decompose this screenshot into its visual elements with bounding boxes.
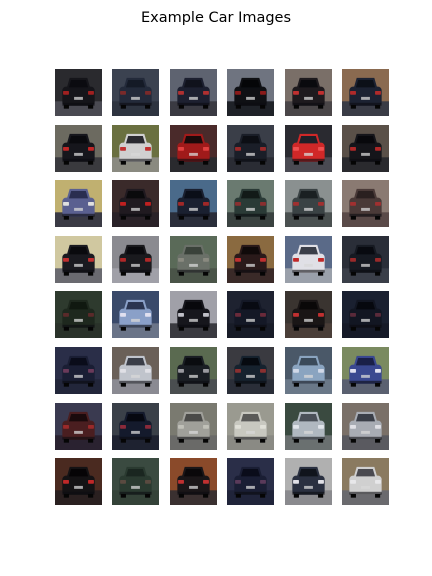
car-thumbnail bbox=[55, 347, 102, 394]
car-thumbnail bbox=[55, 69, 102, 116]
car-thumbnail bbox=[170, 347, 217, 394]
car-thumbnail bbox=[227, 347, 274, 394]
car-thumbnail bbox=[285, 347, 332, 394]
car-thumbnail bbox=[112, 347, 159, 394]
car-thumbnail bbox=[342, 180, 389, 227]
car-thumbnail bbox=[285, 236, 332, 283]
car-thumbnail bbox=[170, 125, 217, 172]
car-thumbnail bbox=[342, 347, 389, 394]
car-thumbnail bbox=[342, 236, 389, 283]
car-thumbnail bbox=[55, 291, 102, 338]
car-thumbnail bbox=[55, 125, 102, 172]
car-thumbnail bbox=[112, 125, 159, 172]
car-thumbnail bbox=[170, 458, 217, 505]
car-thumbnail bbox=[170, 69, 217, 116]
car-thumbnail bbox=[285, 291, 332, 338]
car-thumbnail bbox=[285, 458, 332, 505]
car-thumbnail bbox=[285, 125, 332, 172]
car-thumbnail bbox=[227, 69, 274, 116]
car-thumbnail bbox=[227, 403, 274, 450]
car-thumbnail bbox=[112, 236, 159, 283]
car-thumbnail bbox=[342, 403, 389, 450]
car-thumbnail bbox=[342, 125, 389, 172]
car-thumbnail bbox=[170, 403, 217, 450]
car-thumbnail bbox=[227, 291, 274, 338]
car-thumbnail bbox=[285, 69, 332, 116]
car-thumbnail bbox=[112, 291, 159, 338]
car-thumbnail bbox=[112, 403, 159, 450]
car-thumbnail bbox=[55, 180, 102, 227]
car-thumbnail bbox=[55, 458, 102, 505]
car-thumbnail bbox=[170, 291, 217, 338]
car-thumbnail bbox=[285, 180, 332, 227]
car-thumbnail bbox=[112, 458, 159, 505]
car-thumbnail bbox=[112, 69, 159, 116]
car-thumbnail bbox=[342, 458, 389, 505]
car-thumbnail bbox=[227, 125, 274, 172]
figure-title: Example Car Images bbox=[140, 10, 292, 26]
car-thumbnail bbox=[170, 236, 217, 283]
car-thumbnail bbox=[227, 458, 274, 505]
car-thumbnail bbox=[227, 180, 274, 227]
car-thumbnail bbox=[342, 291, 389, 338]
car-thumbnail bbox=[227, 236, 274, 283]
car-thumbnail bbox=[55, 403, 102, 450]
car-thumbnail bbox=[285, 403, 332, 450]
car-thumbnail bbox=[342, 69, 389, 116]
car-image-grid bbox=[55, 69, 389, 505]
car-thumbnail bbox=[170, 180, 217, 227]
car-thumbnail bbox=[55, 236, 102, 283]
car-thumbnail bbox=[112, 180, 159, 227]
